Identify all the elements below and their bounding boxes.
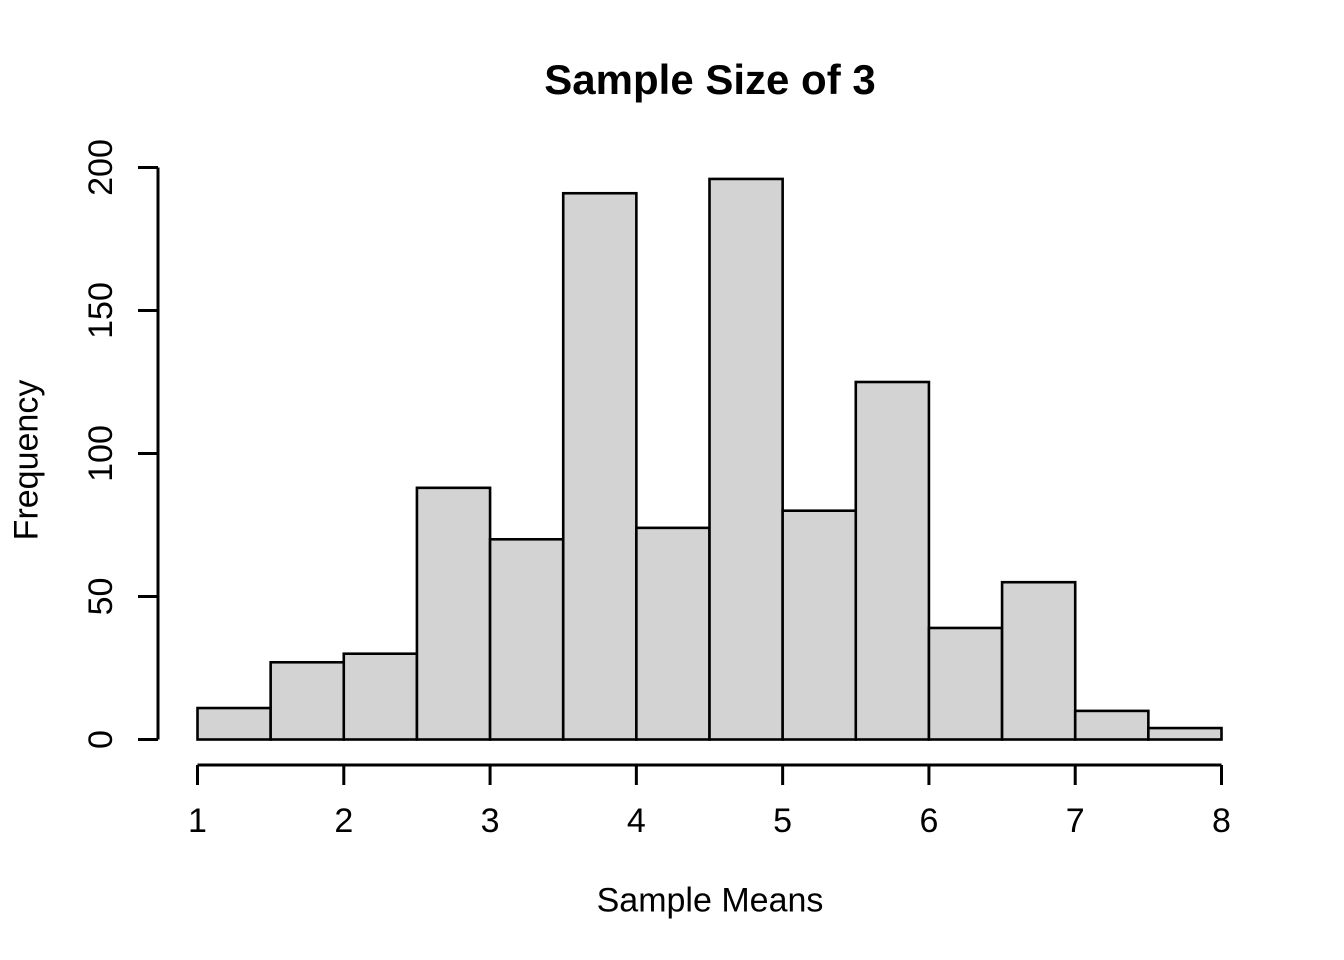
y-tick-label: 50 [82, 578, 120, 616]
x-axis-title: Sample Means [596, 881, 824, 920]
histogram-bar [708, 177, 784, 741]
y-tick-label: 150 [82, 282, 120, 339]
chart-title: Sample Size of 3 [544, 56, 876, 103]
x-tick-label: 6 [919, 802, 938, 840]
histogram-bar [927, 626, 1004, 741]
histogram-bar [561, 191, 638, 741]
x-tick-label: 4 [627, 802, 646, 840]
y-tick-label: 0 [82, 730, 120, 749]
histogram-bar [781, 509, 858, 741]
y-tick-label: 200 [82, 139, 120, 196]
y-tick-label: 100 [82, 425, 120, 482]
x-tick-label: 2 [334, 802, 353, 840]
x-tick-label: 8 [1212, 802, 1231, 840]
histogram-bar [196, 706, 272, 741]
histogram-bar [488, 537, 565, 741]
histogram-bar [1073, 709, 1150, 741]
histogram-bar [1147, 726, 1223, 741]
histogram-bar [415, 486, 492, 741]
x-tick-label: 3 [481, 802, 500, 840]
histogram-bar [1000, 580, 1077, 741]
histogram-bar [342, 652, 419, 741]
histogram-bar [635, 526, 711, 741]
histogram-bar [854, 380, 931, 741]
y-axis-title: Frequency [7, 379, 46, 541]
histogram-bar [269, 660, 346, 741]
x-tick-label: 7 [1066, 802, 1085, 840]
x-tick-label: 5 [773, 802, 792, 840]
x-tick-label: 1 [188, 802, 207, 840]
